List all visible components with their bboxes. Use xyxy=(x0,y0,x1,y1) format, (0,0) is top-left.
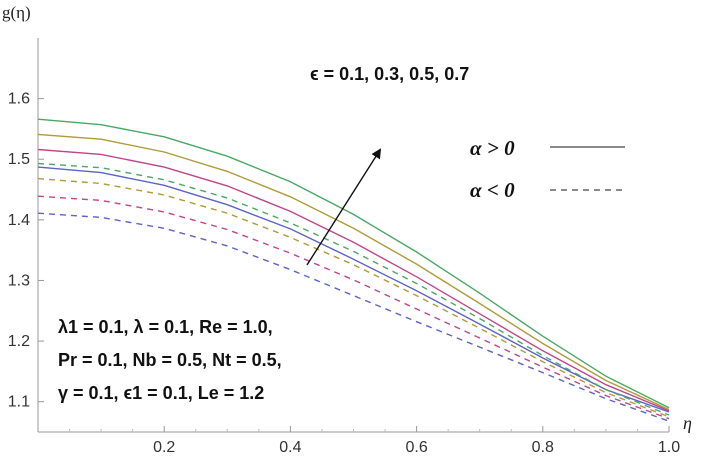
y-tick-label: 1.6 xyxy=(8,91,30,108)
legend: α > 0 α < 0 xyxy=(470,136,625,202)
series-line-dashed-4 xyxy=(37,212,670,422)
ticks xyxy=(38,98,670,432)
legend-label-negative: α < 0 xyxy=(470,178,515,202)
parameter-line: γ = 0.1, ϵ1 = 0.1, Le = 1.2 xyxy=(58,383,264,403)
y-tick-label: 1.5 xyxy=(8,151,30,168)
y-tick-label: 1.2 xyxy=(8,333,30,350)
series-line-solid-2 xyxy=(37,133,670,411)
x-tick-label: 0.6 xyxy=(405,439,427,456)
y-tick-label: 1.1 xyxy=(8,394,30,411)
y-tick-label: 1.4 xyxy=(8,212,30,229)
x-tick-label: 0.4 xyxy=(279,439,301,456)
parameter-line: λ1 = 0.1, λ = 0.1, Re = 1.0, xyxy=(58,317,273,337)
x-axis-title: η xyxy=(683,413,692,433)
axes xyxy=(37,38,669,433)
parameter-box: λ1 = 0.1, λ = 0.1, Re = 1.0, Pr = 0.1, N… xyxy=(58,317,282,403)
series-line-dashed-6 xyxy=(37,177,670,418)
x-tick-label: 0.2 xyxy=(153,439,175,456)
series-line-solid-1 xyxy=(37,148,670,412)
series-group xyxy=(37,118,670,422)
y-tick-label: 1.3 xyxy=(8,272,30,289)
series-line-dashed-7 xyxy=(37,162,670,416)
y-axis-title: g(η) xyxy=(2,3,31,22)
series-line-solid-0 xyxy=(37,166,670,413)
epsilon-annotation: ϵ = 0.1, 0.3, 0.5, 0.7 xyxy=(310,64,469,84)
epsilon-direction-arrow xyxy=(306,148,382,266)
x-tick-label: 0.8 xyxy=(532,439,554,456)
series-line-solid-3 xyxy=(37,118,670,409)
legend-label-positive: α > 0 xyxy=(470,136,515,160)
tick-labels: 0.2 0.4 0.6 0.8 1.0 1.1 1.2 1.3 1.4 1.5 1.6 xyxy=(8,91,680,456)
x-tick-label: 1.0 xyxy=(658,439,680,456)
parameter-line: Pr = 0.1, Nb = 0.5, Nt = 0.5, xyxy=(58,350,282,370)
